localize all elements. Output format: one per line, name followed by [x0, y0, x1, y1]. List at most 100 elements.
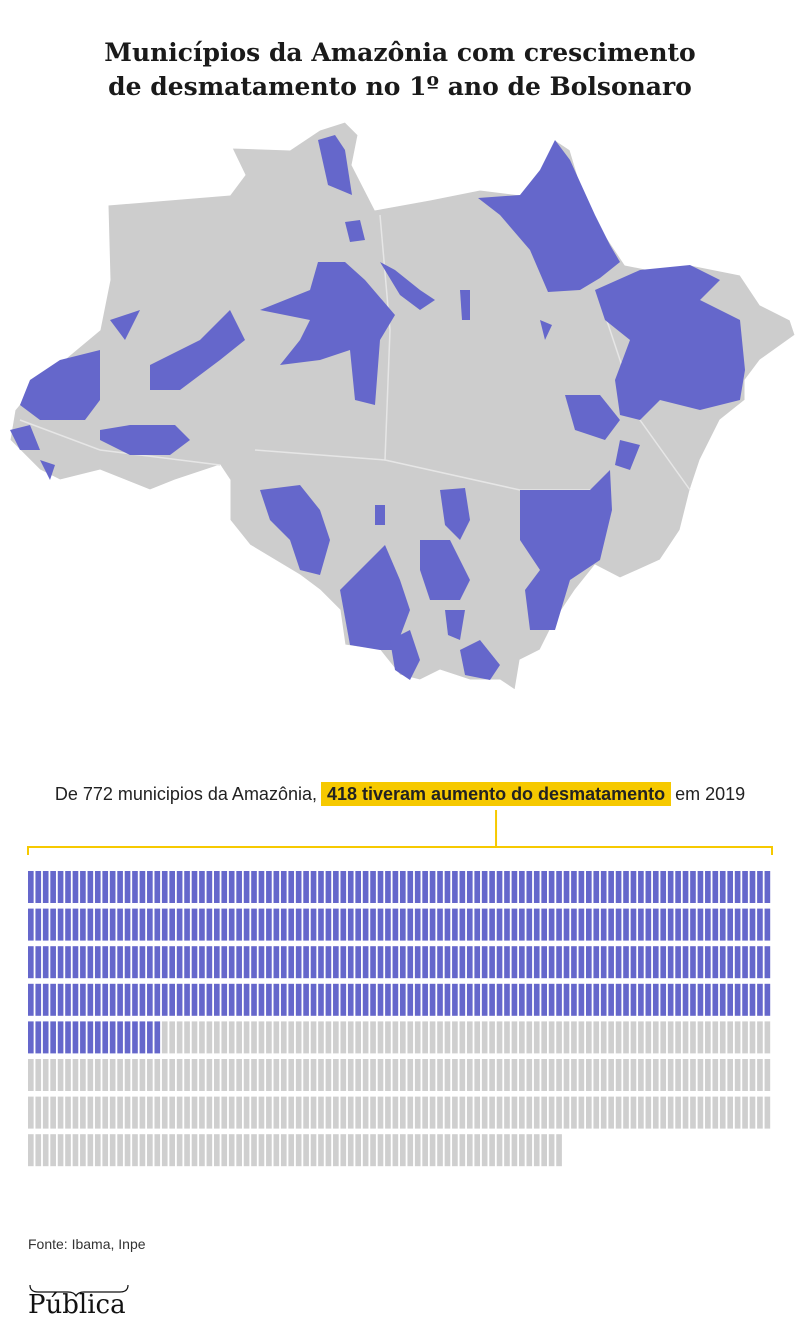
waffle-cell-highlighted	[705, 871, 711, 903]
waffle-cell	[184, 1059, 190, 1091]
waffle-cell	[295, 1134, 302, 1167]
waffle-cell-highlighted	[72, 908, 79, 941]
waffle-cell	[214, 1096, 220, 1129]
waffle-cell-highlighted	[600, 983, 607, 1016]
waffle-cell-highlighted	[50, 871, 56, 903]
waffle-cell-highlighted	[400, 908, 406, 941]
waffle-cell-highlighted	[630, 946, 637, 979]
waffle-cell-highlighted	[690, 983, 696, 1016]
waffle-cell	[444, 1021, 451, 1054]
waffle-cell	[124, 1096, 131, 1129]
waffle-cell	[414, 1096, 421, 1129]
waffle-cell-highlighted	[347, 946, 354, 979]
waffle-cell-highlighted	[511, 908, 518, 941]
waffle-cell	[258, 1021, 265, 1054]
waffle-cell-highlighted	[563, 871, 570, 903]
waffle-cell	[452, 1134, 458, 1167]
waffle-cell-highlighted	[407, 908, 414, 941]
waffle-cell	[266, 1059, 272, 1091]
waffle-cell-highlighted	[742, 871, 748, 903]
waffle-cell	[697, 1021, 704, 1054]
waffle-cell-highlighted	[57, 908, 64, 941]
waffle-cell	[645, 1021, 652, 1054]
waffle-cell-highlighted	[734, 871, 741, 903]
waffle-cell-highlighted	[563, 983, 570, 1016]
waffle-cell-highlighted	[266, 946, 272, 979]
waffle-cell	[727, 1096, 733, 1129]
waffle-cell-highlighted	[697, 871, 704, 903]
waffle-cell-highlighted	[638, 946, 644, 979]
waffle-cell	[280, 1059, 287, 1091]
waffle-cell	[400, 1134, 406, 1167]
waffle-cell-highlighted	[578, 946, 585, 979]
waffle-cell	[139, 1134, 146, 1167]
waffle-cell	[400, 1021, 406, 1054]
waffle-cell-highlighted	[652, 983, 659, 1016]
waffle-cell	[295, 1059, 302, 1091]
waffle-cell-highlighted	[50, 983, 56, 1016]
waffle-cell	[199, 1021, 205, 1054]
waffle-cell	[392, 1096, 399, 1129]
waffle-cell-highlighted	[422, 946, 428, 979]
waffle-cell-highlighted	[645, 983, 652, 1016]
waffle-cell	[191, 1134, 198, 1167]
waffle-cell	[764, 1096, 771, 1129]
waffle-cell	[132, 1134, 138, 1167]
waffle-cell-highlighted	[586, 908, 592, 941]
waffle-cell	[392, 1059, 399, 1091]
waffle-cell	[757, 1021, 763, 1054]
waffle-cell	[310, 1059, 317, 1091]
waffle-cell	[407, 1059, 414, 1091]
waffle-cell-highlighted	[42, 908, 49, 941]
waffle-cell-highlighted	[28, 1021, 34, 1054]
waffle-cell-highlighted	[407, 871, 414, 903]
waffle-cell-highlighted	[385, 946, 391, 979]
waffle-cell-highlighted	[117, 946, 123, 979]
waffle-cell-highlighted	[109, 871, 116, 903]
source: Fonte: Ibama, Inpe	[28, 1236, 146, 1252]
waffle-cell	[437, 1059, 443, 1091]
waffle-cell	[28, 1096, 34, 1129]
waffle-cell-highlighted	[519, 983, 525, 1016]
waffle-cell-highlighted	[422, 983, 428, 1016]
waffle-cell-highlighted	[533, 946, 540, 979]
waffle-cell	[50, 1134, 56, 1167]
waffle-cell-highlighted	[429, 871, 436, 903]
waffle-cell-highlighted	[273, 871, 280, 903]
waffle-cell-highlighted	[340, 908, 347, 941]
waffle-cell-highlighted	[325, 871, 332, 903]
waffle-cell	[630, 1059, 637, 1091]
waffle-cell-highlighted	[652, 908, 659, 941]
waffle-cell	[333, 1059, 339, 1091]
waffle-cell-highlighted	[496, 871, 503, 903]
waffle-cell	[422, 1134, 428, 1167]
waffle-cell	[593, 1059, 600, 1091]
waffle-cell	[407, 1021, 414, 1054]
waffle-cell	[191, 1059, 198, 1091]
waffle-cell-highlighted	[288, 908, 295, 941]
waffle-cell-highlighted	[102, 983, 109, 1016]
waffle-cell	[496, 1096, 503, 1129]
waffle-cell	[511, 1134, 518, 1167]
waffle-cell-highlighted	[87, 983, 94, 1016]
waffle-cell-highlighted	[214, 983, 220, 1016]
waffle-cell	[102, 1134, 109, 1167]
waffle-cell-highlighted	[452, 983, 458, 1016]
waffle-cell-highlighted	[102, 871, 109, 903]
waffle-cell-highlighted	[623, 908, 629, 941]
waffle-cell	[236, 1134, 242, 1167]
waffle-cell-highlighted	[28, 908, 34, 941]
waffle-cell-highlighted	[489, 871, 495, 903]
waffle-cell-highlighted	[191, 983, 198, 1016]
waffle-cell-highlighted	[667, 946, 674, 979]
waffle-cell-highlighted	[325, 983, 332, 1016]
waffle-cell	[712, 1059, 719, 1091]
waffle-cell-highlighted	[169, 908, 175, 941]
waffle-cell-highlighted	[169, 871, 175, 903]
waffle-cell-highlighted	[623, 871, 629, 903]
waffle-cell-highlighted	[400, 871, 406, 903]
map	[9, 121, 796, 691]
waffle-cell-highlighted	[578, 871, 585, 903]
waffle-cell-highlighted	[481, 871, 488, 903]
waffle-cell	[385, 1021, 391, 1054]
